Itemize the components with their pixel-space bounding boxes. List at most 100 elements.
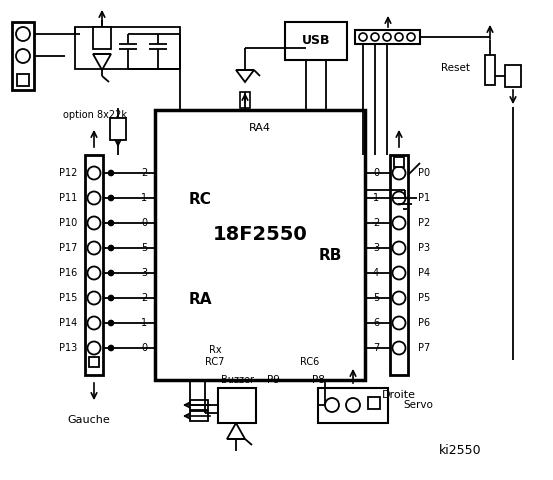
Polygon shape: [227, 423, 245, 439]
Text: RC: RC: [189, 192, 211, 207]
Text: P12: P12: [59, 168, 77, 178]
Text: 6: 6: [373, 318, 379, 328]
Text: P15: P15: [59, 293, 77, 303]
Text: P11: P11: [59, 193, 77, 203]
Text: 4: 4: [373, 268, 379, 278]
Text: 1: 1: [141, 318, 147, 328]
Circle shape: [393, 291, 405, 304]
Bar: [240, 92, 250, 108]
Text: RA: RA: [188, 292, 212, 308]
Text: P14: P14: [59, 318, 77, 328]
Text: 0: 0: [141, 343, 147, 353]
Circle shape: [325, 398, 339, 412]
Text: RB: RB: [319, 248, 342, 263]
Text: 0: 0: [373, 168, 379, 178]
Bar: [110, 118, 126, 140]
Text: 1: 1: [373, 193, 379, 203]
Circle shape: [371, 33, 379, 41]
Text: Buzzer: Buzzer: [221, 375, 253, 385]
Bar: [218, 388, 256, 423]
Bar: [190, 400, 208, 410]
Circle shape: [108, 220, 113, 226]
Text: ki2550: ki2550: [439, 444, 481, 456]
Bar: [155, 110, 365, 380]
Text: Servo: Servo: [403, 400, 433, 410]
Circle shape: [108, 170, 113, 176]
Text: USB: USB: [302, 35, 330, 48]
Text: 5: 5: [373, 293, 379, 303]
Circle shape: [87, 291, 101, 304]
Text: P6: P6: [418, 318, 430, 328]
Text: P4: P4: [418, 268, 430, 278]
Text: 2: 2: [141, 293, 147, 303]
Circle shape: [393, 316, 405, 329]
Circle shape: [393, 192, 405, 204]
Text: P9: P9: [267, 375, 279, 385]
Circle shape: [87, 266, 101, 279]
Bar: [390, 155, 408, 375]
Text: RA4: RA4: [249, 123, 271, 133]
Text: P8: P8: [311, 375, 325, 385]
Text: 7: 7: [373, 343, 379, 353]
Bar: [75, 27, 180, 69]
Text: P7: P7: [418, 343, 430, 353]
Text: P0: P0: [418, 168, 430, 178]
Text: 0: 0: [141, 218, 147, 228]
Text: 3: 3: [141, 268, 147, 278]
Bar: [505, 65, 521, 87]
Bar: [368, 397, 380, 409]
Circle shape: [393, 167, 405, 180]
Circle shape: [108, 271, 113, 276]
Circle shape: [87, 216, 101, 229]
Text: P16: P16: [59, 268, 77, 278]
Circle shape: [108, 346, 113, 350]
Circle shape: [87, 316, 101, 329]
Bar: [485, 55, 495, 85]
Circle shape: [108, 195, 113, 201]
Bar: [12, 22, 34, 90]
Circle shape: [16, 27, 30, 41]
Circle shape: [108, 296, 113, 300]
Text: 18F2550: 18F2550: [212, 226, 307, 244]
Bar: [394, 157, 404, 167]
Text: 5: 5: [141, 243, 147, 253]
Text: P2: P2: [418, 218, 430, 228]
Text: option 8x22k: option 8x22k: [63, 110, 127, 120]
Text: P13: P13: [59, 343, 77, 353]
Polygon shape: [93, 54, 111, 70]
Text: P17: P17: [59, 243, 77, 253]
Circle shape: [16, 49, 30, 63]
Bar: [93, 27, 111, 49]
Bar: [190, 411, 208, 421]
Text: RC7: RC7: [205, 357, 225, 367]
Circle shape: [407, 33, 415, 41]
Circle shape: [393, 216, 405, 229]
Bar: [17, 74, 29, 86]
Text: Rx: Rx: [208, 345, 221, 355]
Bar: [318, 388, 388, 423]
Text: 2: 2: [373, 218, 379, 228]
Circle shape: [393, 266, 405, 279]
Text: Gauche: Gauche: [67, 415, 111, 425]
Bar: [355, 30, 420, 44]
Circle shape: [108, 321, 113, 325]
Text: Droite: Droite: [382, 390, 416, 400]
Circle shape: [87, 241, 101, 254]
Text: 1: 1: [141, 193, 147, 203]
Circle shape: [393, 341, 405, 355]
Text: P5: P5: [418, 293, 430, 303]
Polygon shape: [236, 70, 254, 82]
Bar: [285, 22, 347, 60]
Circle shape: [346, 398, 360, 412]
Circle shape: [395, 33, 403, 41]
Text: 2: 2: [141, 168, 147, 178]
Text: 3: 3: [373, 243, 379, 253]
Circle shape: [87, 167, 101, 180]
Text: Reset: Reset: [441, 63, 470, 73]
Circle shape: [359, 33, 367, 41]
Circle shape: [87, 341, 101, 355]
Text: P10: P10: [59, 218, 77, 228]
Bar: [89, 357, 99, 367]
Circle shape: [393, 241, 405, 254]
Bar: [85, 155, 103, 375]
